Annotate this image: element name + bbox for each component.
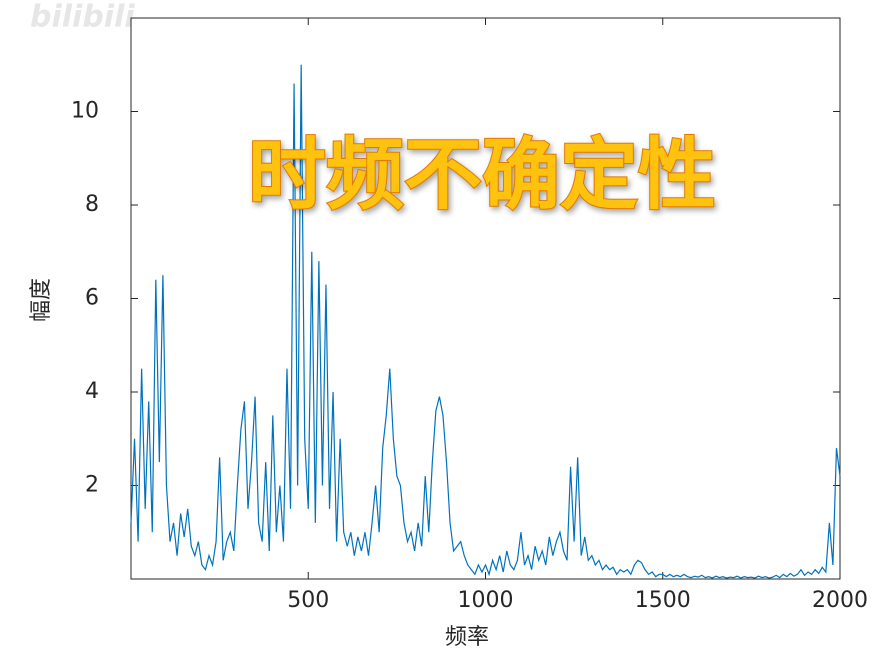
watermark: bilibili: [30, 0, 135, 35]
annotation: 时频不确定性: [248, 130, 716, 220]
y-tick-label: 2: [85, 473, 99, 498]
x-tick-label: 1000: [458, 588, 514, 613]
y-tick-label: 10: [71, 99, 99, 124]
x-tick-label: 2000: [812, 588, 868, 613]
plot: 500 1000 1500 2000 2 4 6 8 10: [71, 18, 868, 613]
x-tick-label: 1500: [635, 588, 691, 613]
data-line: [130, 64, 841, 579]
y-tick-label: 8: [85, 192, 99, 217]
y-tick-label: 4: [85, 379, 99, 404]
x-tick-label: 500: [287, 588, 329, 613]
y-tick-label: 6: [85, 286, 99, 311]
y-axis-label: 幅度: [29, 278, 54, 322]
x-axis-label: 频率: [445, 625, 489, 650]
